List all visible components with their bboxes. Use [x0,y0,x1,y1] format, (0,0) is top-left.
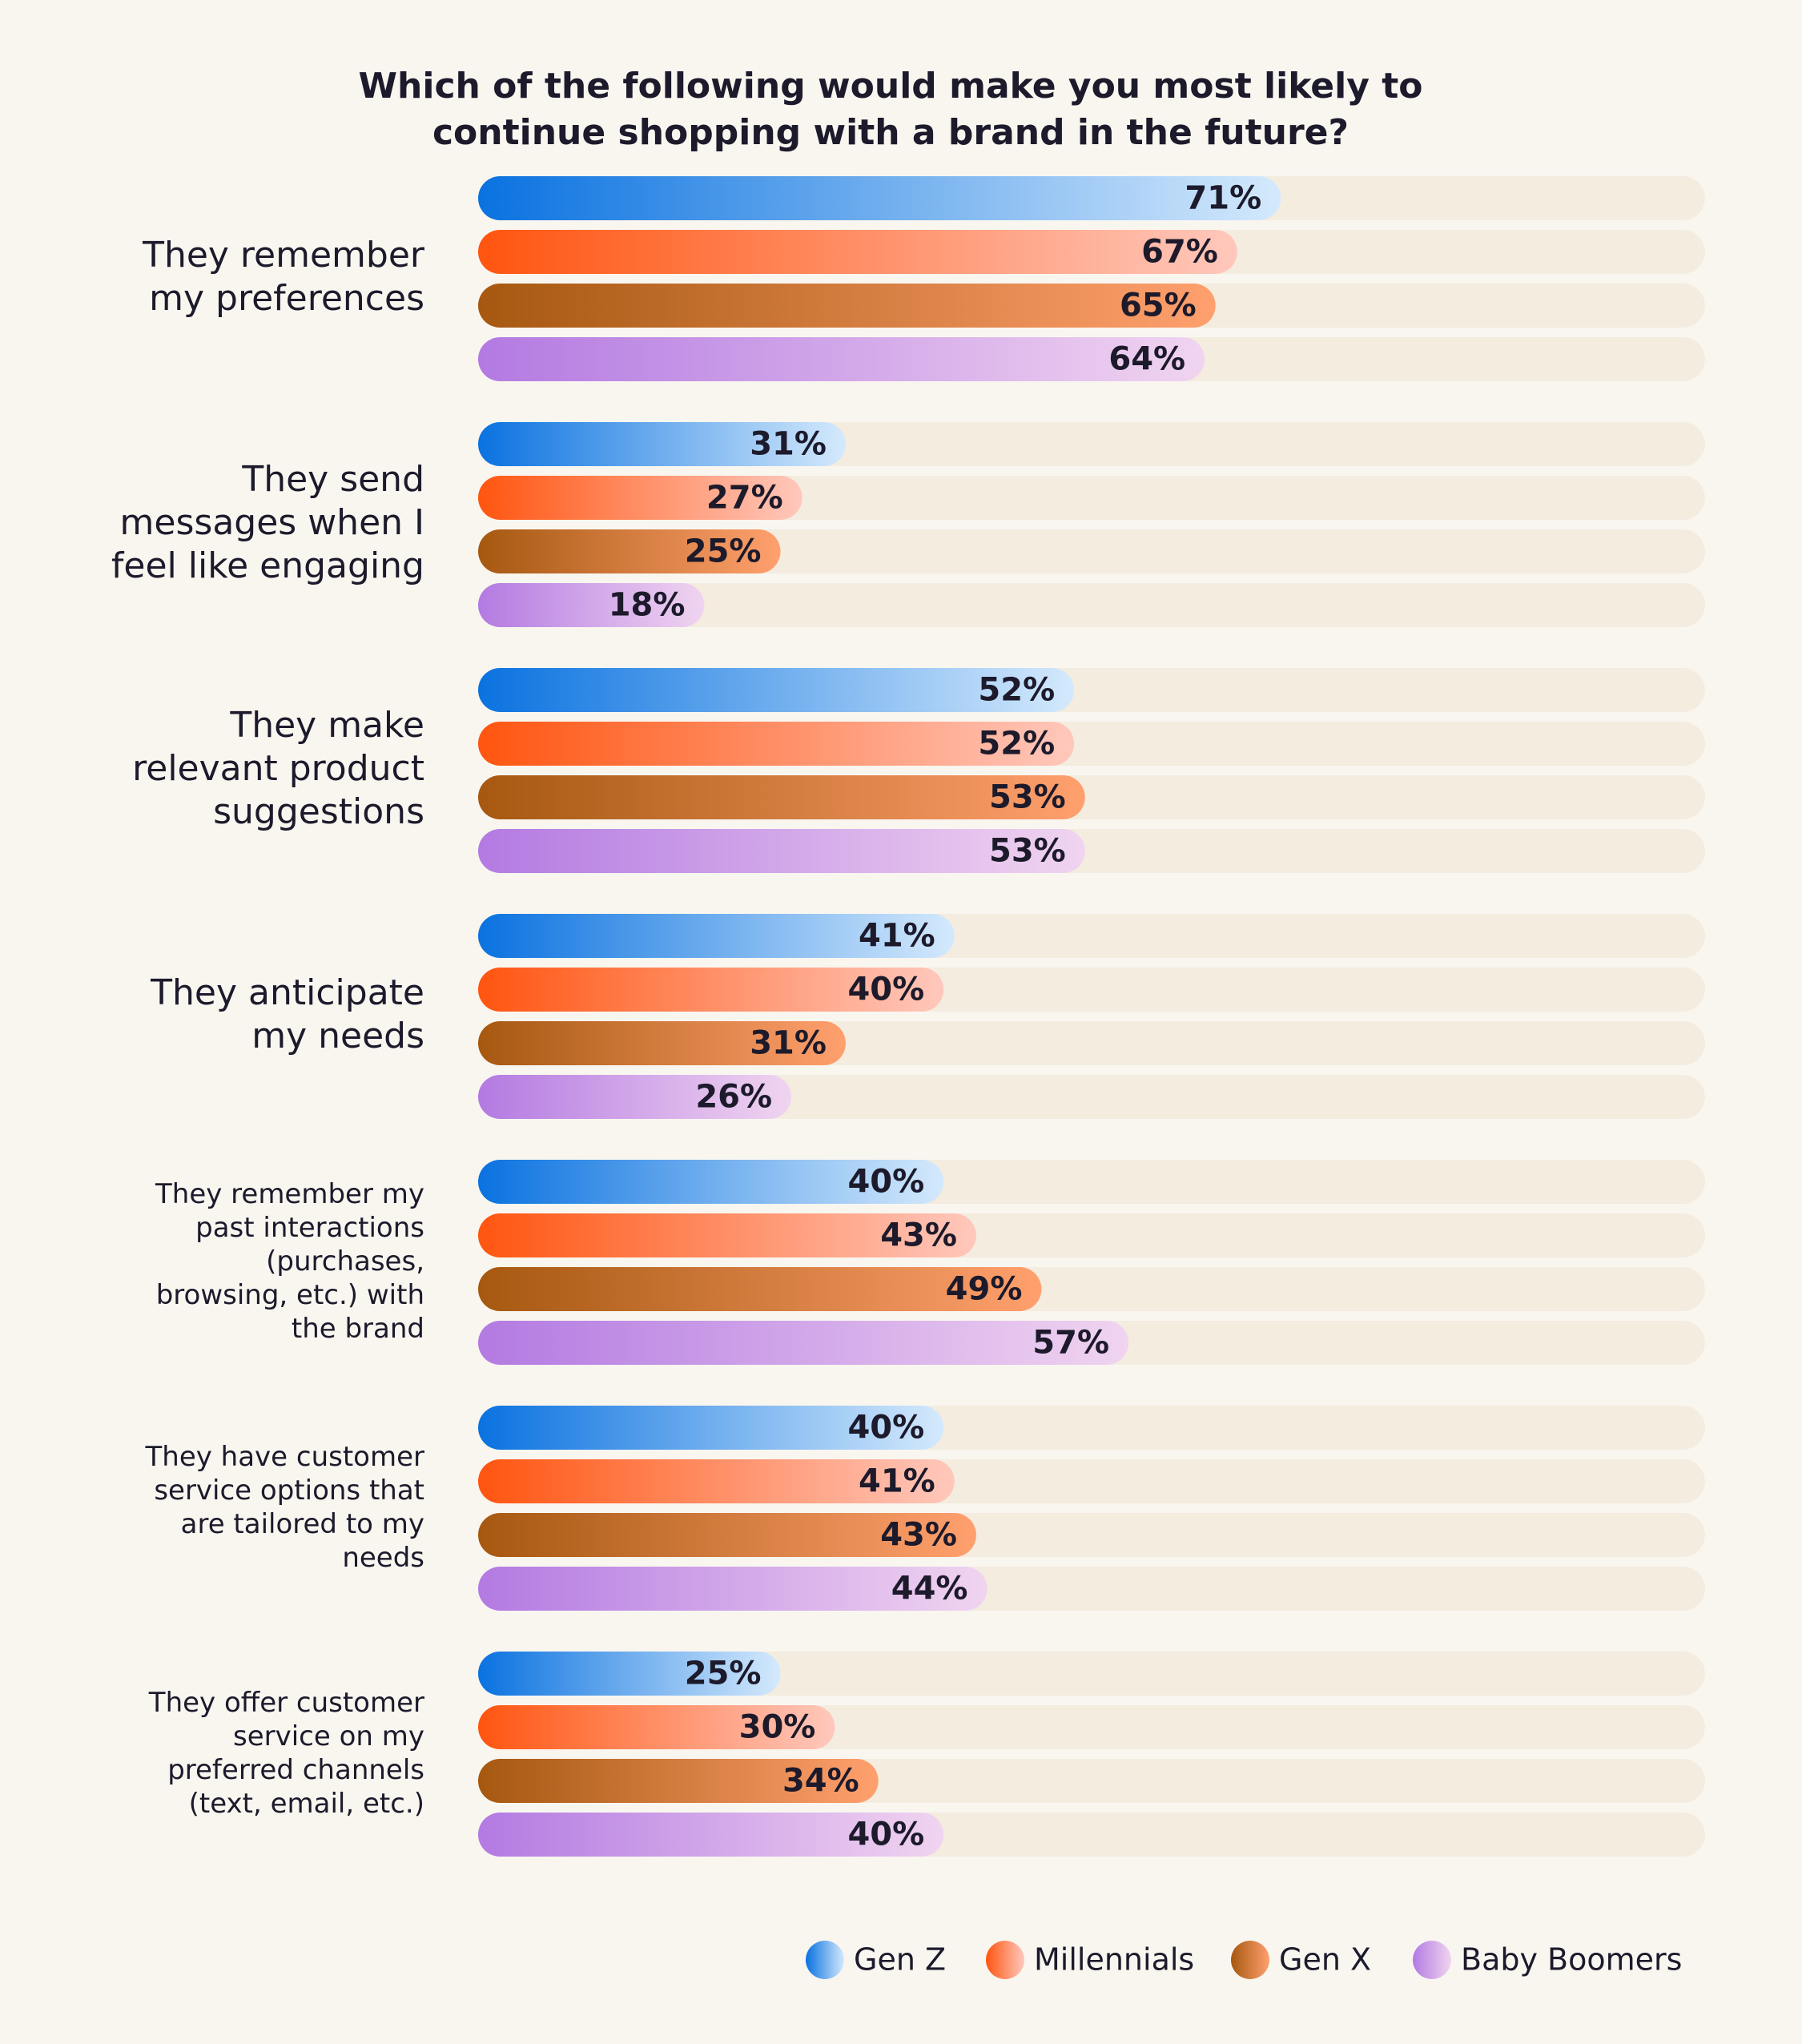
value-label: 34% [782,1763,859,1800]
bar [478,775,1085,819]
bar [478,583,705,627]
bar [478,1075,792,1119]
bar [478,476,802,520]
bar [478,422,846,466]
bar [478,1652,781,1696]
value-label: 40% [847,1817,924,1853]
bar [478,914,955,958]
value-label: 41% [859,1463,935,1500]
value-label: 43% [880,1217,957,1254]
category-label: They have customer service options that ar… [145,1441,425,1574]
category-label: They offer customer service on my preferre… [148,1687,424,1820]
value-label: 18% [609,587,686,624]
value-label: 40% [847,972,924,1008]
legend-swatch [806,1941,844,1979]
bar [478,1321,1129,1365]
value-label: 31% [750,426,827,463]
value-label: 53% [989,779,1066,816]
bar-track [478,1652,1705,1696]
value-label: 41% [859,918,935,955]
legend-swatch [986,1941,1024,1979]
value-label: 71% [1185,180,1261,217]
bar [478,968,944,1012]
value-label: 53% [989,833,1066,870]
bar [478,176,1281,220]
bar [478,337,1205,381]
bar [478,1759,879,1803]
bar [478,1021,846,1065]
legend-label: Gen Z [854,1942,946,1978]
bar [478,1567,987,1611]
bar [478,722,1075,766]
bar [478,829,1085,873]
bar [478,1160,944,1204]
bar-track [478,583,1705,627]
bar [478,1813,944,1857]
value-label: 26% [695,1079,772,1116]
legend-label: Millennials [1034,1942,1194,1978]
legend-swatch [1231,1941,1269,1979]
value-label: 40% [847,1164,924,1201]
bar [478,1406,944,1450]
bar [478,1705,835,1749]
category-label: They anticipate my needs [150,972,424,1056]
value-label: 31% [750,1025,827,1062]
value-label: 57% [1032,1325,1109,1362]
value-label: 67% [1141,234,1218,271]
legend-label: Baby Boomers [1461,1942,1682,1978]
value-label: 40% [847,1410,924,1446]
bar-track [478,529,1705,573]
value-label: 30% [739,1709,816,1746]
category-label: They remember my past interactions (purcha… [155,1178,424,1345]
bar [478,284,1216,328]
bar [478,230,1237,274]
value-label: 52% [978,726,1055,762]
value-label: 65% [1120,288,1197,324]
legend-swatch [1413,1941,1451,1979]
bar [478,1459,955,1503]
bar [478,668,1075,712]
chart-title: Which of the following would make you mo… [359,66,1423,153]
value-label: 25% [685,533,762,570]
bar [478,529,781,573]
value-label: 25% [685,1656,762,1692]
bar [478,1267,1042,1311]
bar [478,1513,976,1557]
value-label: 49% [946,1271,1023,1308]
bar [478,1213,976,1257]
category-label: They remember my preferences [142,235,425,319]
value-label: 43% [880,1517,957,1554]
legend-label: Gen X [1279,1942,1371,1978]
category-label: They make relevant product suggestions [132,705,424,832]
value-label: 44% [891,1571,968,1607]
value-label: 52% [978,672,1055,709]
value-label: 27% [706,480,783,517]
value-label: 64% [1108,341,1185,378]
